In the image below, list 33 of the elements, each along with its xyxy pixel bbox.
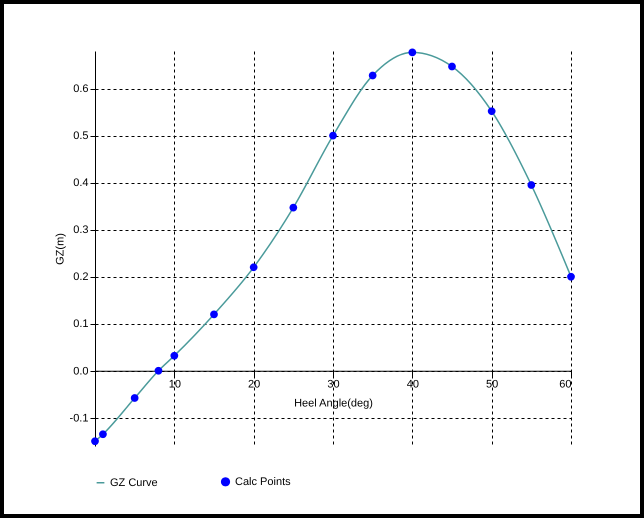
- x-tick-label: 20: [248, 378, 260, 390]
- point: [170, 352, 178, 360]
- point: [408, 48, 416, 56]
- point: [329, 132, 337, 140]
- point: [527, 181, 536, 189]
- point: [368, 72, 377, 80]
- point: [289, 204, 298, 212]
- legend-label: GZ Curve: [110, 476, 158, 489]
- y-tick-label: 0.2: [73, 271, 88, 284]
- y-tick-label: 0.1: [73, 318, 88, 330]
- x-tick-label: 40: [406, 378, 419, 390]
- point: [99, 430, 107, 438]
- y-tick-label: -0.1: [70, 412, 88, 424]
- x-tick-label: 60: [559, 378, 572, 390]
- point: [250, 263, 258, 272]
- y-tick-label: 0.5: [73, 130, 88, 142]
- x-axis-title: Heel Angle(deg): [294, 397, 373, 410]
- point: [91, 437, 99, 446]
- x-tick-label: 10: [168, 378, 181, 390]
- point: [154, 366, 162, 375]
- y-axis-title: GZ(m): [54, 233, 67, 265]
- y-tick-label: 0.0: [73, 365, 88, 378]
- y-tick-label: 0.6: [73, 83, 88, 96]
- legend-label: Calc Points: [235, 476, 292, 488]
- y-tick-label: 0.4: [73, 177, 88, 190]
- point: [488, 107, 496, 116]
- x-tick-label: 30: [327, 378, 340, 390]
- point: [130, 394, 139, 402]
- point: [448, 62, 456, 70]
- point: [567, 272, 575, 281]
- y-tick-label: 0.3: [73, 224, 88, 236]
- x-tick-label: 50: [486, 378, 498, 390]
- point: [210, 310, 218, 318]
